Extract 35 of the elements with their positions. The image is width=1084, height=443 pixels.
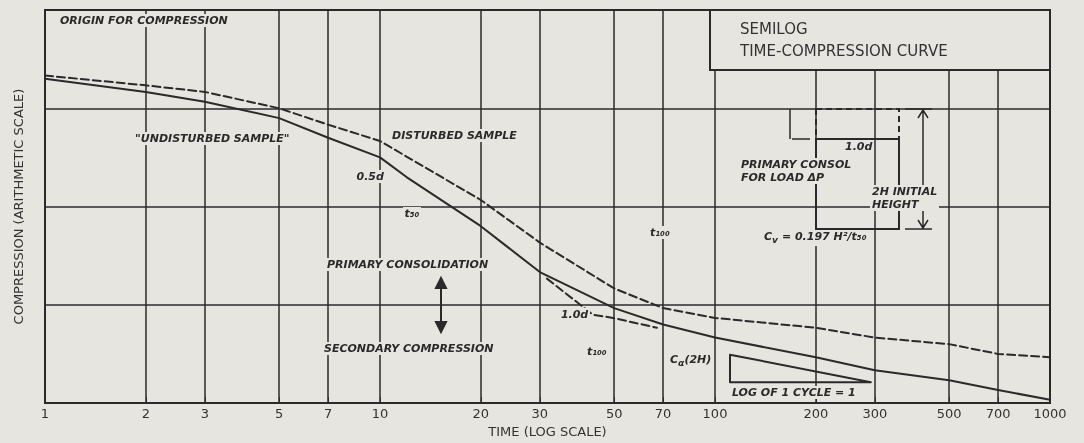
x-tick-label: 1000 (1033, 406, 1067, 422)
annotation: C$_{v}$ = 0.197 H²/t₅₀ (762, 230, 869, 247)
x-tick-label: 500 (936, 406, 962, 422)
annotation: 2H INITIAL HEIGHT (870, 185, 940, 211)
annotation: 0.5d (354, 170, 386, 184)
annotation: PRIMARY CONSOLIDATION (325, 258, 491, 271)
x-tick-label: 200 (803, 406, 829, 422)
x-tick-label: 70 (654, 406, 672, 422)
annotation: C$_{α}$(2H) (668, 352, 714, 369)
x-tick-label: 5 (275, 406, 284, 422)
series-label: DISTURBED SAMPLE (390, 129, 519, 143)
x-tick-label: 7 (323, 406, 333, 422)
annotation: t₁₀₀ (584, 344, 609, 358)
x-tick-label: 3 (200, 406, 209, 422)
annotation: t₅₀ (402, 207, 422, 221)
x-tick-label: 100 (702, 406, 728, 422)
x-tick-label: 700 (985, 406, 1011, 422)
annotation: 1.0d (843, 140, 875, 153)
annotation: LOG OF 1 CYCLE = 1 (730, 386, 858, 400)
annotation: 1.0d (558, 307, 591, 321)
x-axis-title: TIME (LOG SCALE) (487, 424, 607, 439)
x-tick-label: 2 (141, 406, 150, 422)
annotation: SECONDARY COMPRESSION (322, 342, 496, 355)
series-label: "UNDISTURBED SAMPLE" (133, 131, 292, 145)
chart-title: SEMILOG TIME-COMPRESSION CURVE (739, 20, 948, 60)
x-tick-label: 50 (605, 406, 623, 422)
annotation: PRIMARY CONSOL FOR LOAD ΔP (739, 158, 854, 184)
y-axis-title: COMPRESSION (ARITHMETIC SCALE) (11, 88, 26, 325)
x-tick-label: 300 (862, 406, 888, 422)
x-tick-label: 10 (371, 406, 389, 422)
x-tick-label: 1 (40, 406, 50, 422)
annotation: t₁₀₀ (648, 226, 672, 239)
text: ORIGIN FOR COMPRESSION (58, 14, 230, 27)
x-tick-label: 30 (531, 406, 549, 422)
x-tick-label: 20 (472, 406, 490, 422)
